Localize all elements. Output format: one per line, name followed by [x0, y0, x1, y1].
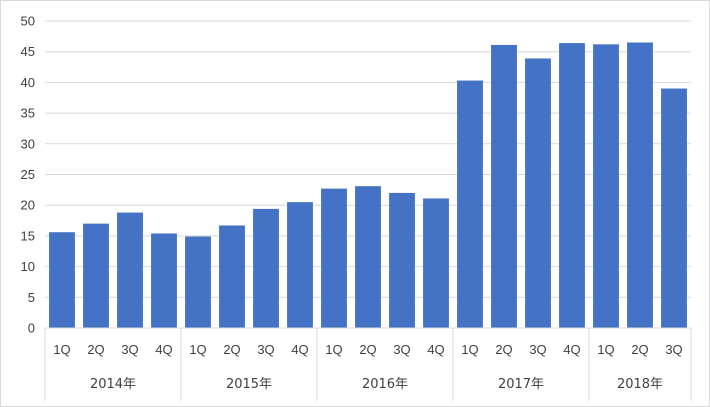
x-tick-label: 3Q [665, 342, 682, 357]
bar [559, 43, 585, 328]
y-tick-label: 5 [28, 290, 35, 305]
x-tick-label: 4Q [155, 342, 172, 357]
y-tick-label: 15 [21, 228, 35, 243]
bar [49, 232, 75, 328]
bar [491, 44, 517, 329]
y-tick-label: 50 [21, 14, 35, 29]
y-tick-label: 35 [21, 106, 35, 121]
bar [83, 223, 109, 328]
x-tick-label: 4Q [291, 342, 308, 357]
bar [423, 198, 449, 328]
bars [49, 42, 687, 329]
x-group-label: 2017年 [498, 377, 544, 392]
bar [253, 208, 279, 328]
x-tick-label: 2Q [631, 342, 648, 357]
x-tick-label: 3Q [121, 342, 138, 357]
x-group-label: 2015年 [226, 377, 272, 392]
bar [457, 80, 483, 328]
bar [355, 186, 381, 328]
x-tick-label: 1Q [597, 342, 614, 357]
y-tick-label: 45 [21, 44, 35, 59]
x-tick-label: 3Q [529, 342, 546, 357]
x-tick-label: 1Q [325, 342, 342, 357]
x-tick-label: 3Q [393, 342, 410, 357]
bar [627, 42, 653, 329]
axes [44, 327, 692, 401]
bar [321, 188, 347, 328]
bar [151, 233, 177, 328]
bar [219, 225, 245, 328]
y-tick-label: 30 [21, 136, 35, 151]
x-tick-label: 2Q [87, 342, 104, 357]
bar [593, 44, 619, 328]
x-group-label: 2014年 [90, 377, 136, 392]
y-tick-label: 20 [21, 198, 35, 213]
x-group-label: 2018年 [617, 377, 663, 392]
bar [287, 202, 313, 328]
y-tick-label: 0 [28, 321, 35, 336]
bar [117, 212, 143, 328]
y-tick-label: 10 [21, 259, 35, 274]
x-tick-label: 2Q [495, 342, 512, 357]
y-tick-label: 40 [21, 75, 35, 90]
x-tick-label: 2Q [359, 342, 376, 357]
axis-labels: 0 5 10 15 20 25 30 35 40 45 50 1Q 2Q 3Q 4Q 1Q 2Q 3Q 4Q 1Q 2Q… [21, 14, 683, 393]
x-tick-label: 2Q [223, 342, 240, 357]
bar [185, 236, 211, 328]
bar [661, 88, 687, 328]
x-tick-label: 4Q [563, 342, 580, 357]
x-tick-label: 1Q [53, 342, 70, 357]
x-group-label: 2016年 [362, 377, 408, 392]
x-tick-label: 1Q [189, 342, 206, 357]
x-tick-label: 4Q [427, 342, 444, 357]
bar [389, 192, 415, 328]
x-tick-label: 3Q [257, 342, 274, 357]
y-tick-label: 25 [21, 167, 35, 182]
bar [525, 58, 551, 328]
x-tick-label: 1Q [461, 342, 478, 357]
